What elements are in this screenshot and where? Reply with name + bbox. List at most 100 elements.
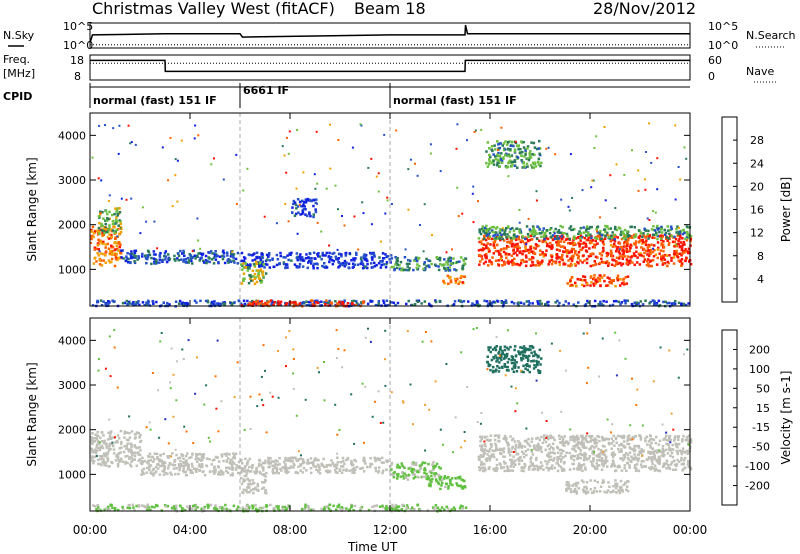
range-gate-cell [490,145,494,148]
range-gate-cell [416,263,419,266]
range-gate-cell [522,452,525,455]
range-gate-cell [606,253,609,256]
range-gate-cell [623,173,626,176]
range-gate-cell [649,446,652,449]
range-gate-cell [682,459,686,462]
range-gate-cell [592,457,595,460]
range-gate-cell [423,300,427,303]
range-gate-cell [150,472,153,476]
range-gate-cell [340,255,343,258]
range-gate-cell [267,460,270,464]
range-gate-cell [310,262,313,265]
range-gate-cell [579,441,583,444]
range-gate-cell [610,437,614,440]
range-gate-cell [141,255,144,258]
range-gate-cell [648,466,651,470]
range-gate-cell [525,243,528,246]
range-gate-cell [104,124,106,126]
range-gate-cell [132,452,136,455]
range-gate-cell [471,302,474,305]
range-gate-cell [449,481,452,485]
range-gate-cell [336,471,339,474]
range-gate-cell [576,257,580,260]
range-gate-cell [499,229,502,232]
range-gate-cell [90,436,93,439]
range-gate-cell [243,479,247,482]
range-gate-cell [613,264,616,268]
range-gate-cell [596,242,599,245]
range-gate-cell [163,465,167,468]
range-gate-cell [133,254,136,257]
range-gate-cell [497,264,501,267]
range-gate-cell [593,147,596,149]
range-gate-cell [662,449,666,453]
range-gate-cell [453,508,457,511]
range-gate-cell [113,507,117,510]
range-gate-cell [528,230,532,233]
range-gate-cell [507,448,511,452]
range-gate-cell [575,253,579,257]
range-gate-cell [312,267,315,270]
range-gate-cell [182,249,185,253]
range-gate-cell [221,254,224,258]
range-gate-cell [255,467,258,471]
range-gate-cell [112,452,116,455]
range-gate-cell [354,468,357,471]
range-gate-cell [271,467,275,471]
range-gate-cell [438,508,441,512]
range-gate-cell [599,300,602,304]
range-gate-cell [106,217,109,220]
range-gate-cell [500,258,503,262]
range-gate-cell [481,462,484,465]
range-gate-cell [503,148,506,152]
range-gate-cell [410,467,414,471]
range-gate-cell [611,258,614,261]
range-gate-cell [446,263,449,266]
range-gate-cell [487,233,490,236]
range-gate-cell [351,146,354,149]
range-gate-cell [97,177,100,180]
range-gate-cell [309,198,312,202]
range-gate-cell [657,299,661,303]
range-gate-cell [685,239,689,242]
range-gate-cell [121,249,124,252]
range-gate-cell [545,147,548,150]
range-gate-cell [492,225,496,229]
range-gate-cell [110,257,114,261]
range-gate-cell [573,262,577,266]
range-gate-cell [293,263,297,266]
range-gate-cell [525,256,528,259]
range-gate-cell [242,277,245,281]
range-gate-cell [579,236,582,240]
range-gate-cell [502,460,506,464]
range-gate-cell [570,259,574,262]
range-gate-cell [572,448,576,451]
range-gate-cell [116,434,120,437]
range-gate-cell [269,457,272,460]
range-gate-cell [572,243,575,247]
range-gate-cell [650,228,654,231]
range-gate-cell [596,454,599,458]
range-gate-cell [522,161,525,164]
range-gate-cell [244,262,247,265]
range-gate-cell [284,256,287,259]
range-gate-cell [193,299,197,302]
range-gate-cell [113,231,116,235]
range-gate-cell [512,144,515,148]
range-gate-cell [150,505,154,509]
range-gate-cell [522,469,525,473]
range-gate-cell [678,252,682,255]
range-gate-cell [648,122,651,125]
range-gate-cell [406,265,409,268]
range-gate-cell [504,301,508,304]
range-gate-cell [568,227,571,230]
range-gate-cell [274,471,277,475]
range-gate-cell [569,488,573,491]
range-gate-cell [131,503,134,507]
range-gate-cell [430,471,433,474]
range-gate-cell [420,463,424,466]
range-gate-cell [580,453,584,457]
range-gate-cell [658,439,662,443]
range-gate-cell [225,466,228,470]
range-gate-cell [91,459,94,462]
